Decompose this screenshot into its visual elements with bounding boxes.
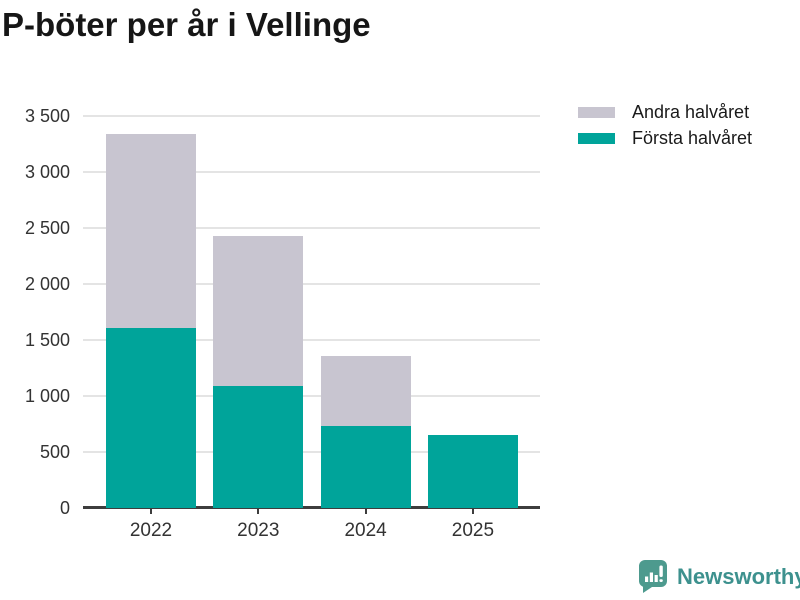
legend-label-forsta-halvaret: Första halvåret [632,127,753,148]
newsworthy-logo-text: Newsworthy [677,563,800,589]
y-tick-label-2000: 2 000 [24,274,70,294]
legend: Andra halvåret Första halvåret [578,99,752,151]
y-tick-label-3000: 3 000 [24,162,70,182]
gridline-2000 [83,283,540,285]
legend-swatch-andra-halvaret [578,106,615,118]
bar-segment-forsta-2023 [213,385,304,508]
y-tick-label-0: 0 [59,498,70,518]
bar-segment-forsta-2024 [320,426,411,508]
chart-title: P-böter per år i Vellinge [2,6,371,43]
x-tick-2025 [471,508,474,514]
newsworthy-logo-icon [639,560,667,593]
legend-item-forsta-halvaret: Första halvåret [578,125,752,151]
gridline-1500 [83,339,540,341]
bar-segment-forsta-2025 [427,435,518,508]
x-tick-2024 [364,508,367,514]
gridline-500 [83,451,540,453]
bar-segment-andra-2024 [320,355,411,427]
y-tick-label-3500: 3 500 [24,106,70,126]
x-tick-label-2022: 2022 [129,520,173,541]
legend-label-andra-halvaret: Andra halvåret [632,101,750,122]
x-tick-label-2023: 2023 [237,520,280,541]
y-tick-label-1500: 1 500 [24,330,70,350]
gridline-2500 [83,227,540,229]
newsworthy-branding[interactable]: Newsworthy [638,559,800,594]
bar-segment-forsta-2022 [106,327,196,508]
x-tick-label-2025: 2025 [451,520,495,541]
legend-item-andra-halvaret: Andra halvåret [578,99,752,125]
x-tick-label-2024: 2024 [344,520,387,541]
y-tick-label-2500: 2 500 [24,218,70,238]
y-tick-label-500: 500 [39,442,70,462]
x-tick-2022 [150,508,152,514]
legend-swatch-forsta-halvaret [578,132,615,144]
y-tick-label-1000: 1 000 [24,386,70,406]
plot-area [83,115,540,514]
x-tick-2023 [257,508,260,514]
bar-segment-andra-2023 [213,235,304,386]
gridline-3000 [83,171,540,173]
gridline-3500 [83,115,540,117]
bar-segment-andra-2022 [106,133,196,328]
x-axis-line [83,506,540,509]
gridline-1000 [83,395,540,397]
